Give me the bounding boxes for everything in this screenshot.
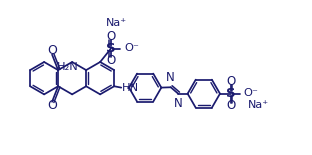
Text: HN: HN: [122, 83, 139, 93]
Text: N: N: [166, 71, 174, 84]
Text: O: O: [106, 30, 115, 43]
Text: O: O: [47, 44, 57, 57]
Text: O⁻: O⁻: [243, 88, 258, 98]
Text: H₂N: H₂N: [57, 62, 79, 72]
Text: N: N: [174, 97, 183, 110]
Text: O: O: [106, 54, 115, 67]
Text: O: O: [226, 100, 235, 113]
Text: O: O: [47, 99, 57, 112]
Text: S: S: [226, 87, 236, 100]
Text: S: S: [106, 42, 116, 55]
Text: O⁻: O⁻: [124, 43, 139, 53]
Text: Na⁺: Na⁺: [105, 18, 127, 28]
Text: Na⁺: Na⁺: [248, 100, 269, 111]
Text: O: O: [226, 75, 235, 88]
